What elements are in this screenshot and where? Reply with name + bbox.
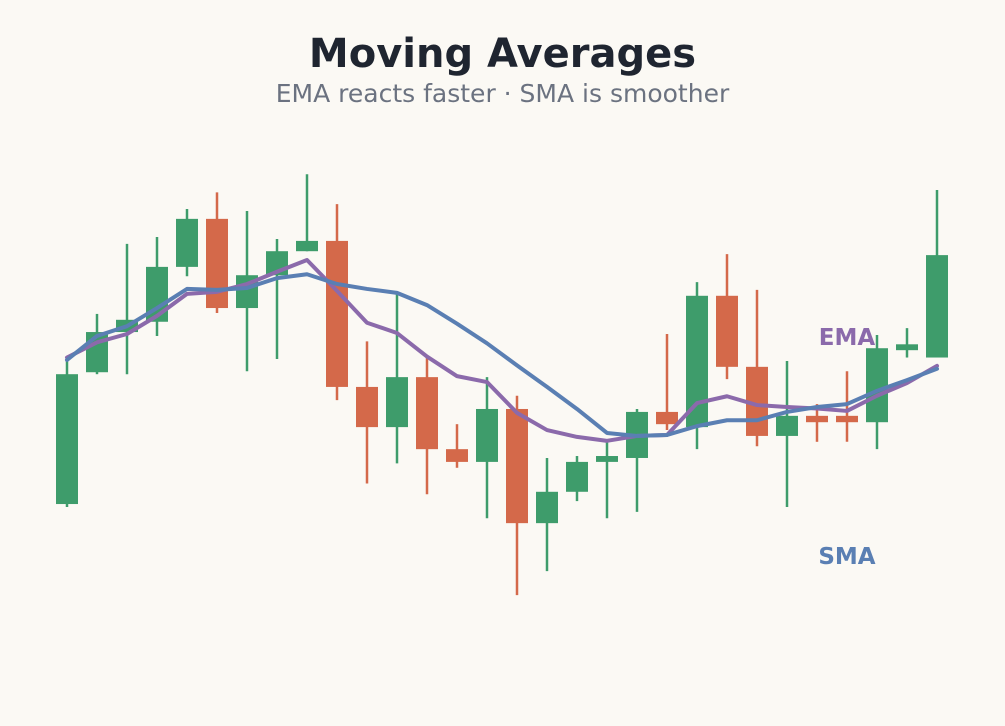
- candle: [416, 356, 438, 495]
- candle-body: [806, 415, 828, 423]
- candles-layer: [56, 174, 948, 596]
- candle-body: [146, 266, 168, 322]
- candle: [476, 377, 498, 519]
- candle: [716, 254, 738, 380]
- candle: [206, 192, 228, 313]
- candle: [536, 457, 558, 572]
- candle: [656, 334, 678, 431]
- candle: [626, 408, 648, 512]
- candle-body: [566, 461, 588, 492]
- candle: [686, 282, 708, 450]
- candle-body: [836, 415, 858, 423]
- candle-body: [416, 377, 438, 450]
- chart-title: Moving Averages: [308, 31, 697, 77]
- candle-body: [176, 218, 198, 267]
- candle: [236, 211, 258, 372]
- candle-body: [476, 408, 498, 462]
- candle: [836, 371, 858, 442]
- candle-body: [356, 386, 378, 428]
- candle: [746, 289, 768, 447]
- candle: [116, 243, 138, 375]
- candle: [926, 189, 948, 358]
- candle-body: [776, 415, 798, 436]
- candle: [176, 209, 198, 277]
- candle: [446, 424, 468, 468]
- candle: [506, 395, 528, 596]
- candle: [596, 440, 618, 519]
- candle-body: [56, 374, 78, 505]
- candle-body: [536, 491, 558, 524]
- candle: [326, 204, 348, 401]
- candle-body: [506, 408, 528, 524]
- candle: [566, 456, 588, 502]
- ema-line: [65, 258, 939, 443]
- candle-body: [926, 255, 948, 358]
- candle-body: [686, 295, 708, 428]
- candle-body: [896, 344, 918, 351]
- ema-series-label: EMA: [819, 325, 876, 351]
- candle-body: [596, 456, 618, 462]
- candle-body: [716, 295, 738, 367]
- chart-subtitle: EMA reacts faster · SMA is smoother: [275, 79, 730, 108]
- candle-body: [296, 240, 318, 252]
- candle-body: [206, 218, 228, 309]
- candle: [266, 238, 288, 359]
- moving-average-lines: [65, 258, 939, 443]
- candle: [386, 293, 408, 464]
- candle: [776, 360, 798, 507]
- candle: [896, 328, 918, 358]
- sma-series-label: SMA: [818, 544, 875, 570]
- sma-line: [65, 272, 939, 438]
- candle: [356, 341, 378, 484]
- candle-body: [446, 449, 468, 462]
- candle-body: [386, 377, 408, 428]
- candle-body: [656, 411, 678, 425]
- candle: [146, 236, 168, 336]
- candle-body: [866, 348, 888, 423]
- candle: [56, 357, 78, 507]
- candle-body: [326, 240, 348, 387]
- candle: [296, 174, 318, 252]
